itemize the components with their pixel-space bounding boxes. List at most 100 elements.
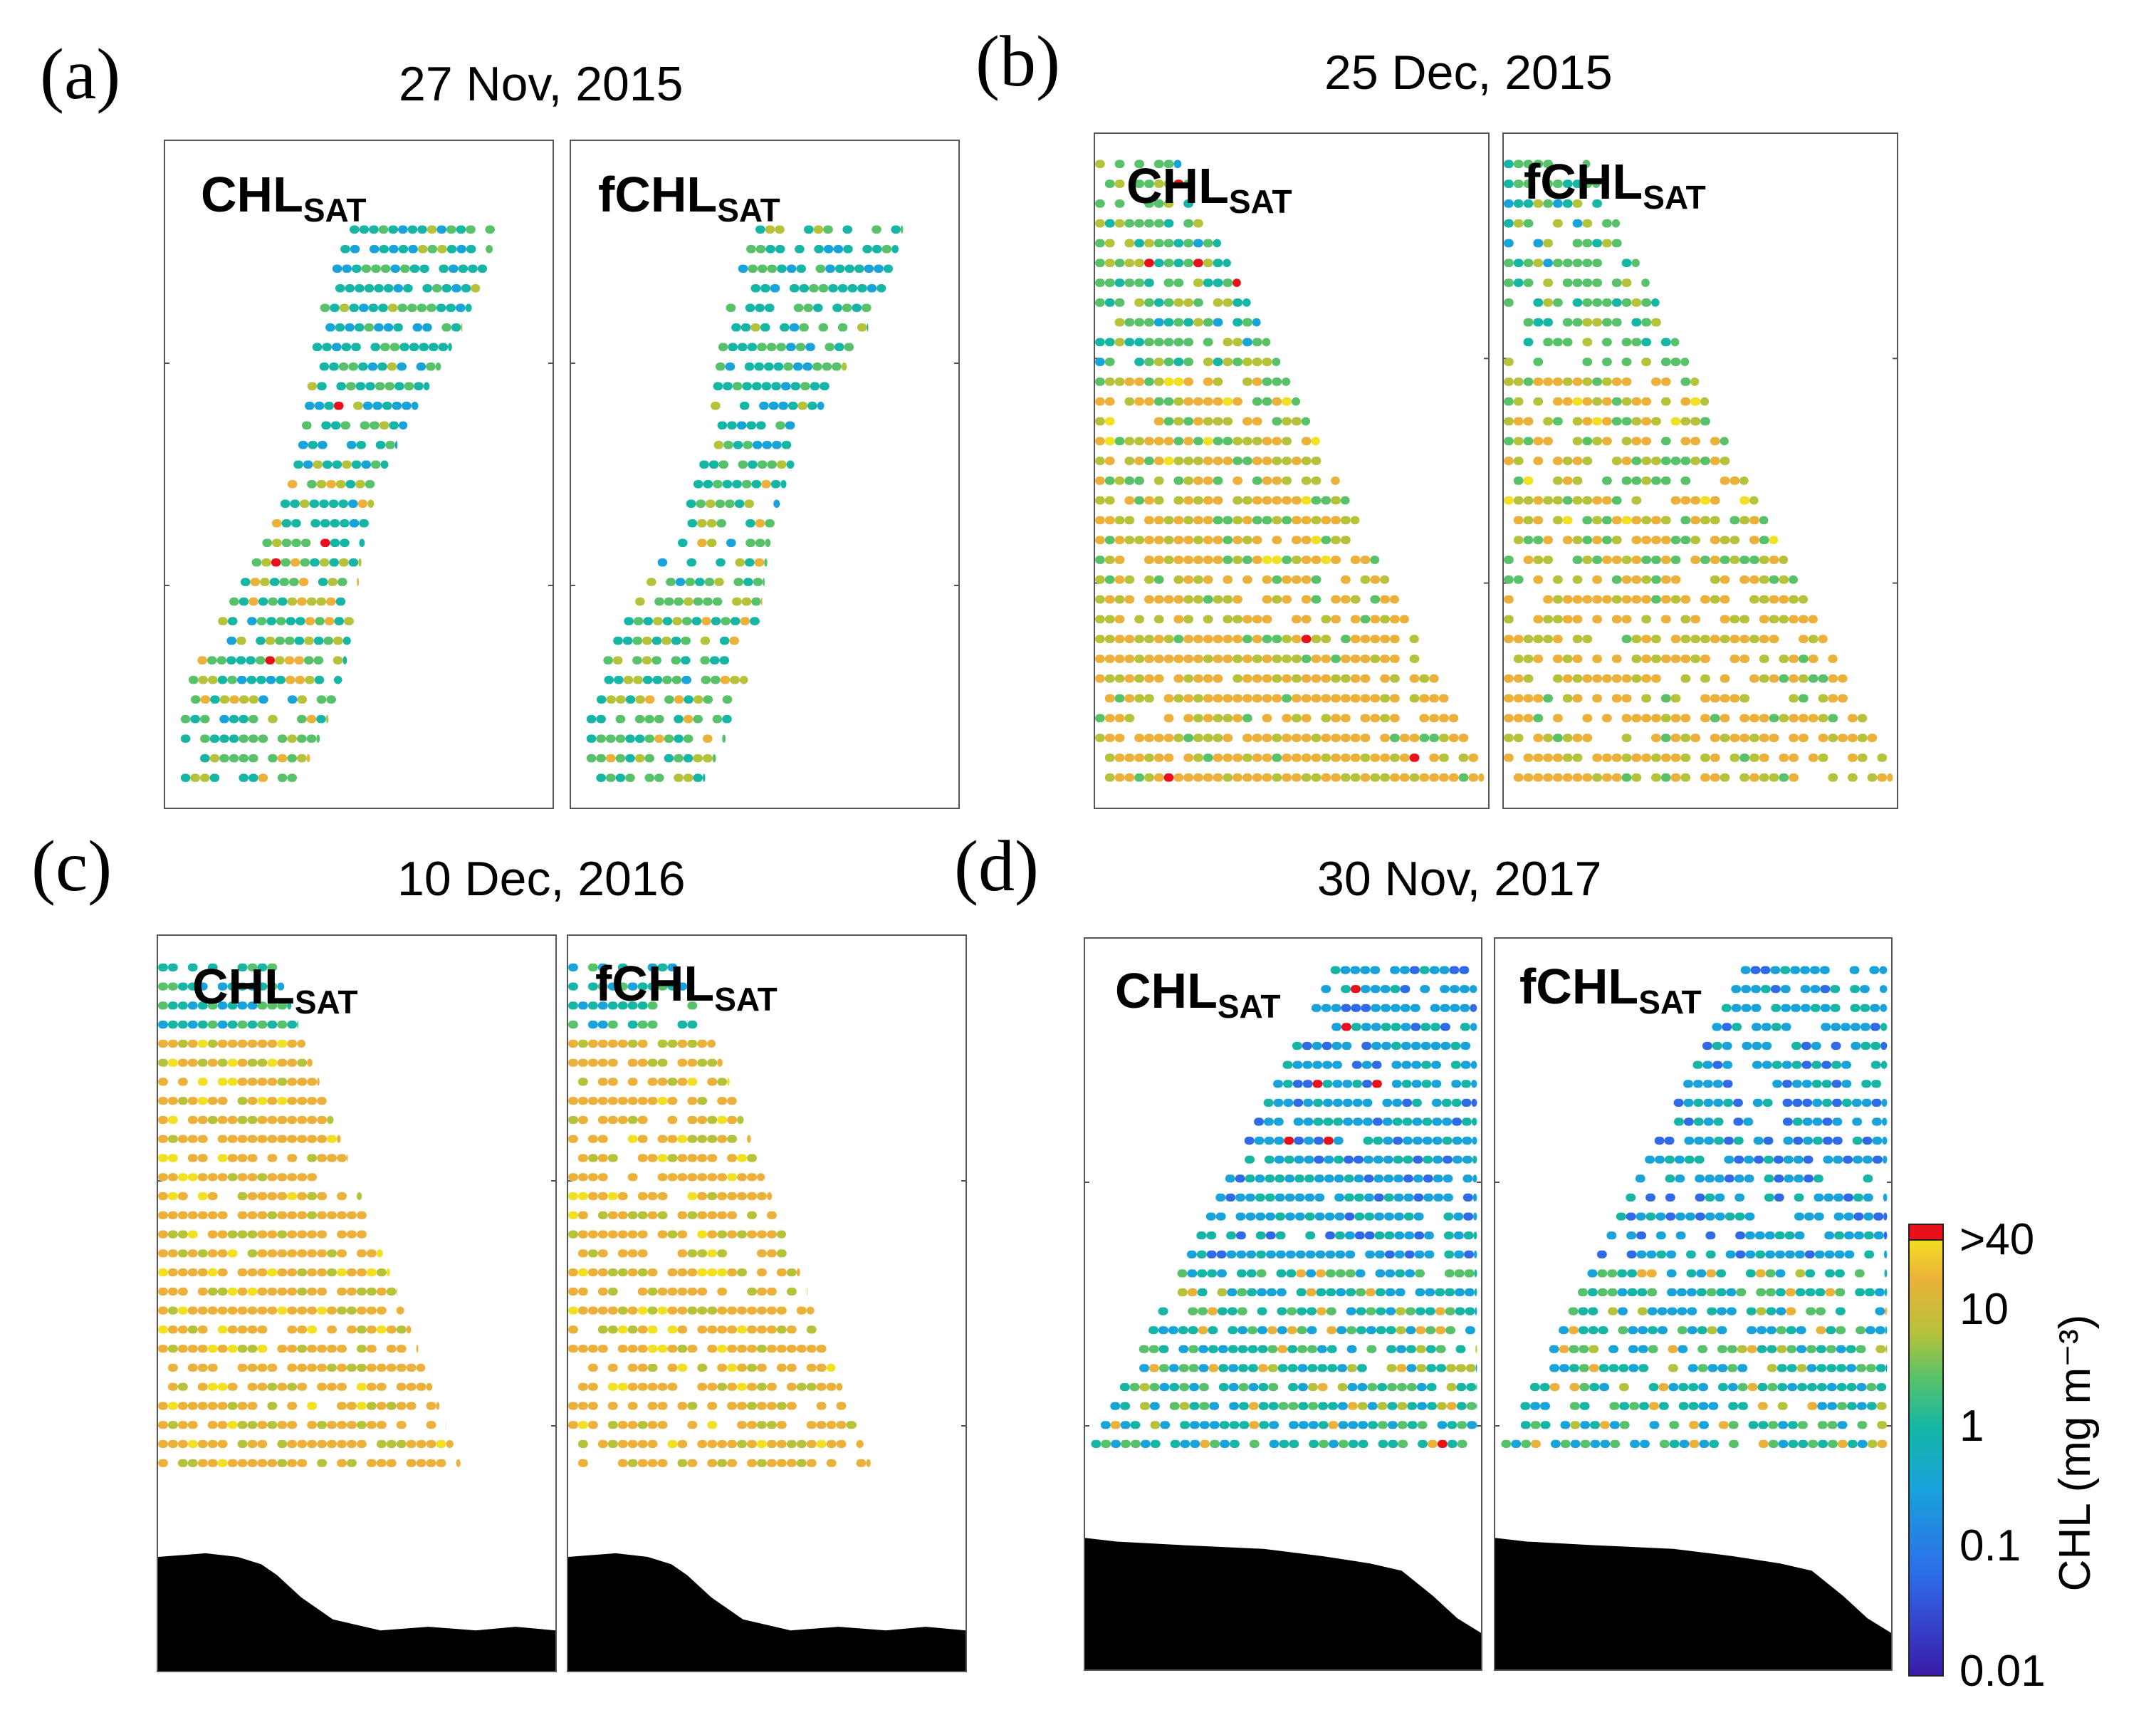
swath-segment [1454, 1250, 1465, 1258]
swath-segment [647, 1306, 658, 1315]
swath-segment [1776, 1307, 1786, 1315]
swath-segment [1262, 694, 1272, 703]
swath-segment [1580, 1439, 1591, 1448]
swath-segment [1582, 635, 1593, 644]
swath-segment [275, 636, 285, 645]
swath-segment [1430, 1041, 1441, 1051]
swath-segment [1553, 417, 1563, 426]
swath-segment [1741, 985, 1752, 994]
swath-segment [1193, 259, 1203, 268]
swath-segment [615, 754, 626, 763]
swath-segment [785, 421, 795, 429]
swath-segment [1366, 1326, 1376, 1335]
swath-segment [446, 1439, 454, 1449]
swath-segment [369, 245, 380, 254]
swath-segment [1124, 278, 1135, 287]
swath-segment [1448, 714, 1459, 723]
swath-segment [647, 1421, 658, 1429]
swath-segment [1144, 516, 1154, 525]
swath-segment [247, 963, 258, 971]
swath-segment [1875, 1288, 1885, 1297]
swath-segment [287, 1058, 298, 1067]
swath-segment [1825, 1269, 1835, 1278]
swath-segment [777, 460, 787, 469]
swath-segment [1308, 1402, 1319, 1410]
swath-segment [607, 1039, 618, 1048]
swath-segment [1269, 1439, 1280, 1448]
swath-segment [411, 402, 419, 410]
swath-segment [1178, 1364, 1189, 1372]
swath-segment [247, 1363, 258, 1372]
swath-segment [258, 734, 268, 743]
swath-segment [237, 1078, 248, 1086]
swath-segment [1114, 635, 1125, 644]
swath-segment [257, 1058, 268, 1067]
swath-segment [267, 1249, 278, 1258]
swath-segment [637, 1268, 648, 1277]
swath-segment [167, 1421, 178, 1429]
swath-segment [327, 1115, 334, 1125]
swath-segment [436, 225, 446, 234]
swath-segment [607, 1306, 618, 1315]
swath-segment [627, 1306, 638, 1315]
swath-segment [1380, 595, 1390, 604]
swath-segment [337, 1363, 347, 1372]
swath-segment [287, 1173, 298, 1182]
swath-segment [1668, 1364, 1678, 1372]
swath-segment [1611, 674, 1622, 683]
swath-segment [287, 754, 297, 763]
swath-segment [734, 499, 745, 508]
swath-segment [1213, 773, 1223, 782]
swath-segment [800, 382, 810, 390]
swath-segment [597, 1268, 608, 1277]
swath-segment [307, 1230, 318, 1239]
swath-segment [1391, 1080, 1402, 1088]
swath-segment [325, 323, 335, 332]
swath-segment [1799, 714, 1809, 723]
swath-segment [1183, 536, 1193, 545]
swath-segment [335, 597, 346, 606]
swath-segment [1472, 1193, 1477, 1201]
swath-segment [406, 1382, 417, 1391]
swath-segment [826, 1439, 837, 1449]
swath-segment [637, 1306, 648, 1315]
swath-segment [1199, 1383, 1209, 1392]
colorbar-tick-label: 10 [1959, 1285, 2009, 1334]
swath-segment [687, 1078, 698, 1086]
swath-segment [247, 1249, 258, 1258]
swath-segment [577, 1058, 588, 1067]
swath-segment [1338, 1402, 1348, 1410]
swath-segment [901, 225, 904, 234]
swath-segment [1772, 1060, 1782, 1069]
swath-segment [1707, 1326, 1717, 1335]
swath-segment [317, 1135, 328, 1143]
swath-segment [427, 303, 436, 312]
swath-segment [1331, 615, 1341, 624]
swath-segment [747, 1192, 757, 1201]
swath-segment [587, 1001, 598, 1010]
swath-segment [1680, 377, 1691, 386]
swath-segment [406, 1459, 417, 1467]
swath-segment [267, 1421, 278, 1429]
swath-segment [1669, 1421, 1680, 1429]
swath-segment [1335, 1269, 1346, 1278]
swath-segment [1860, 985, 1870, 994]
swath-segment [776, 1306, 787, 1315]
swath-segment [1124, 694, 1135, 703]
swath-segment [1104, 556, 1115, 564]
swath-segment [647, 963, 658, 971]
swath-segment [1153, 575, 1164, 584]
swath-segment [279, 578, 289, 586]
swath-segment [1180, 1439, 1190, 1448]
swath-segment [1838, 694, 1848, 703]
swath-segment [597, 1173, 608, 1182]
swath-segment [1779, 773, 1789, 782]
swath-segment [1213, 536, 1223, 545]
swath-segment [1134, 674, 1144, 683]
swath-segment [597, 1325, 608, 1334]
swath-segment [1690, 496, 1700, 505]
swath-segment [267, 1021, 278, 1029]
swath-segment [1153, 773, 1164, 782]
swath-segment [1124, 239, 1135, 248]
swath-segment [637, 1211, 648, 1219]
